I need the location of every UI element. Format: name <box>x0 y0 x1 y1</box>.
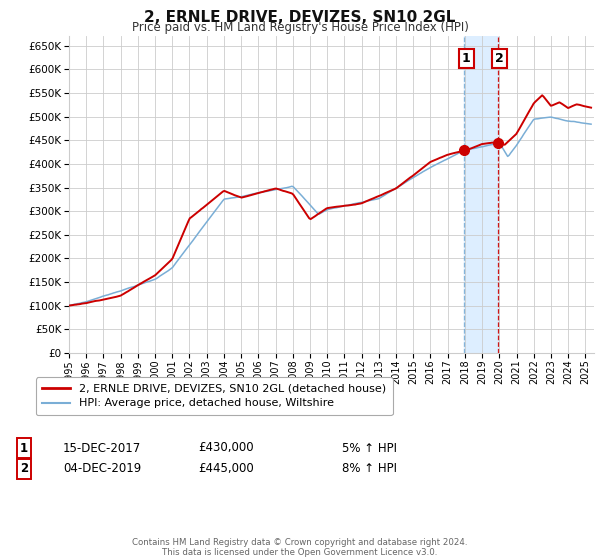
Text: 04-DEC-2019: 04-DEC-2019 <box>63 462 141 475</box>
Text: 15-DEC-2017: 15-DEC-2017 <box>63 441 141 455</box>
Text: £445,000: £445,000 <box>198 462 254 475</box>
Text: 2: 2 <box>20 462 28 475</box>
Text: 5% ↑ HPI: 5% ↑ HPI <box>342 441 397 455</box>
Legend: 2, ERNLE DRIVE, DEVIZES, SN10 2GL (detached house), HPI: Average price, detached: 2, ERNLE DRIVE, DEVIZES, SN10 2GL (detac… <box>35 377 392 415</box>
Text: £430,000: £430,000 <box>198 441 254 455</box>
Text: Price paid vs. HM Land Registry's House Price Index (HPI): Price paid vs. HM Land Registry's House … <box>131 21 469 34</box>
Text: Contains HM Land Registry data © Crown copyright and database right 2024.
This d: Contains HM Land Registry data © Crown c… <box>132 538 468 557</box>
Bar <box>464 36 498 353</box>
Text: 1: 1 <box>461 53 470 66</box>
Text: 2, ERNLE DRIVE, DEVIZES, SN10 2GL: 2, ERNLE DRIVE, DEVIZES, SN10 2GL <box>145 10 455 25</box>
Text: 2: 2 <box>496 53 504 66</box>
Text: 1: 1 <box>20 441 28 455</box>
Text: 8% ↑ HPI: 8% ↑ HPI <box>342 462 397 475</box>
